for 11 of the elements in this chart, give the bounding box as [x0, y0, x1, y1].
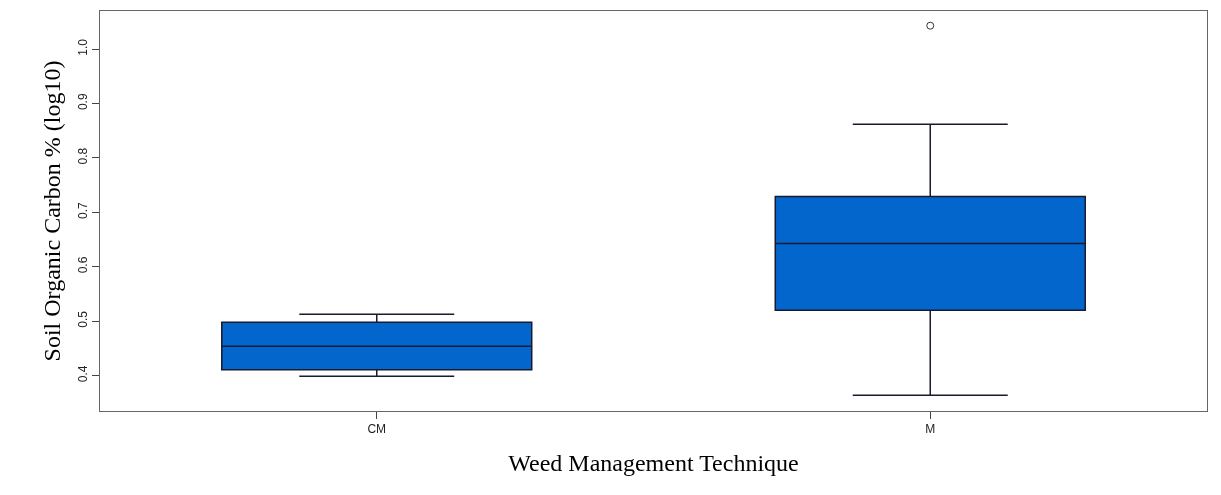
y-tick-label: 0.4: [76, 365, 91, 383]
x-axis-title: Weed Management Technique: [508, 449, 799, 476]
y-tick-label: 0.7: [76, 201, 91, 219]
x-tick-label: M: [925, 422, 936, 437]
y-tick-label: 1.0: [76, 38, 91, 56]
y-axis-title: Soil Organic Carbon % (log10): [39, 60, 66, 362]
y-tick-label: 0.8: [76, 147, 91, 165]
y-tick-label: 0.9: [76, 93, 91, 111]
x-tick-label: CM: [367, 422, 387, 437]
y-tick-label: 0.5: [76, 310, 91, 328]
y-tick-label: 0.6: [76, 256, 91, 274]
